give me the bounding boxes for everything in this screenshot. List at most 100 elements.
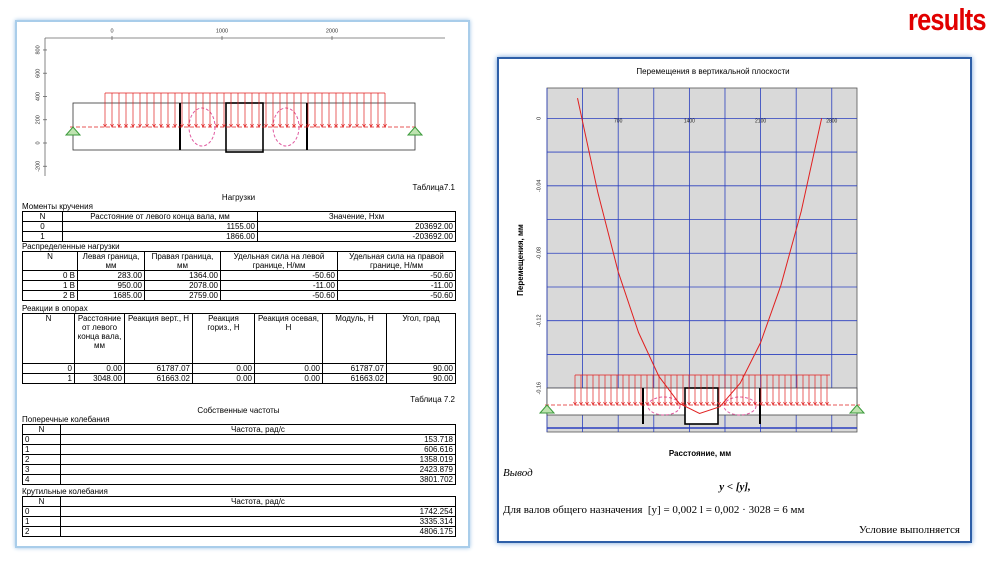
- cell: 1: [22, 231, 63, 242]
- cell: 1685.00: [77, 290, 145, 301]
- curve: [577, 98, 823, 414]
- cell: 90.00: [386, 363, 456, 374]
- arrow-head: [313, 123, 317, 128]
- cell: 2: [22, 526, 61, 537]
- row: 0 153.718: [22, 434, 456, 445]
- arrow-head: [651, 401, 655, 406]
- cell: 0: [22, 221, 63, 232]
- y-tick-label: 800: [35, 45, 41, 54]
- header-cell: Удельная сила на левой границе, Н/мм: [220, 251, 338, 271]
- cell: 2423.879: [60, 464, 456, 475]
- arrow-head: [825, 401, 829, 406]
- cell: 0: [22, 363, 75, 374]
- cell: 0: [22, 434, 61, 445]
- cell: 2 В: [22, 290, 78, 301]
- header-row: N Левая граница, мм Правая граница, мм Удел…: [22, 251, 456, 271]
- row: 1 3335.314: [22, 516, 456, 527]
- torque-symbol: [647, 396, 681, 416]
- x-tick-label: 0: [110, 28, 113, 34]
- x-tick-label: 1400: [684, 119, 695, 125]
- cell: 1866.00: [62, 231, 258, 242]
- x-tick-label: 2100: [755, 119, 766, 125]
- arrow-head: [383, 123, 387, 128]
- row: 0 0.00 61787.07 0.00 0.00 61787.07 90.00: [22, 363, 456, 374]
- header-cell: N: [22, 251, 78, 271]
- arrow-head: [257, 123, 261, 128]
- table: N Частота, рад/с 0 153.718 1 606.616 2 1358.019…: [22, 424, 456, 485]
- arrow-head: [362, 123, 366, 128]
- table-caption: Таблица7.1: [412, 183, 456, 192]
- x-tick-label: 2000: [326, 28, 338, 34]
- table-caption: Таблица 7.2: [410, 395, 455, 404]
- cell: 283.00: [77, 270, 145, 281]
- y-tick-label: -0.08: [536, 247, 542, 260]
- cell: 0 В: [22, 270, 78, 281]
- header-row: N Частота, рад/с: [22, 496, 456, 507]
- cell: 203692.00: [257, 221, 456, 232]
- shaft-collar: [225, 102, 264, 153]
- cell: 0: [22, 506, 61, 517]
- header-row: N Расстояние от левого конца вала, мм Реак…: [22, 313, 456, 364]
- arrow-head: [215, 123, 219, 128]
- arrow-head: [693, 401, 697, 406]
- arrow-head: [124, 123, 128, 128]
- y-tick-label: 400: [35, 92, 41, 101]
- arrow-head: [355, 123, 359, 128]
- arrow-head: [201, 123, 205, 128]
- arrow-head: [208, 123, 212, 128]
- support: [848, 404, 866, 414]
- arrow-head: [657, 401, 661, 406]
- y-tick-label: 600: [35, 69, 41, 78]
- cell: 3: [22, 464, 61, 475]
- header-cell: Реакция гориз., Н: [192, 313, 255, 364]
- arrow-head: [194, 123, 198, 128]
- row: 2 4806.175: [22, 526, 456, 537]
- arrow-head: [639, 401, 643, 406]
- cell: 606.616: [60, 444, 456, 455]
- y-tick-label: -0.04: [536, 180, 542, 193]
- arrow-head: [759, 401, 763, 406]
- arrow-head: [166, 123, 170, 128]
- result: Условие выполняется: [858, 524, 960, 536]
- row: 4 3801.702: [22, 474, 456, 485]
- table-title: Реакции в опорах: [22, 304, 88, 313]
- table: N Расстояние от левого конца вала, мм Знач…: [22, 211, 456, 242]
- arrow-head: [615, 401, 619, 406]
- row: 2 1358.019: [22, 454, 456, 465]
- support: [406, 126, 424, 136]
- arrow-head: [783, 401, 787, 406]
- arrow-head: [320, 123, 324, 128]
- arrow-head: [747, 401, 751, 406]
- row: 3 2423.879: [22, 464, 456, 475]
- arrow-head: [603, 401, 607, 406]
- arrow-head: [765, 401, 769, 406]
- arrow-head: [633, 401, 637, 406]
- support: [64, 126, 82, 136]
- arrow-head: [278, 123, 282, 128]
- cell: 4806.175: [60, 526, 456, 537]
- arrow-head: [271, 123, 275, 128]
- arrow-head: [103, 123, 107, 128]
- support: [538, 404, 556, 414]
- y-tick-label: 0: [35, 141, 41, 144]
- header-cell: Расстояние от левого конца вала, мм: [62, 211, 258, 222]
- arrow-head: [597, 401, 601, 406]
- arrow-head: [807, 401, 811, 406]
- arrow-head: [801, 401, 805, 406]
- row: 1 В 950.00 2078.00 -11.00 -11.00: [22, 280, 456, 291]
- header-cell: Угол, град: [386, 313, 456, 364]
- cell: 0.00: [74, 363, 125, 374]
- arrow-head: [663, 401, 667, 406]
- arrow-head: [609, 401, 613, 406]
- y-tick-label: -0.12: [536, 314, 542, 327]
- cell: -50.60: [337, 270, 456, 281]
- arrow-head: [306, 123, 310, 128]
- row: 2 В 1685.00 2759.00 -50.60 -50.60: [22, 290, 456, 301]
- arrow-head: [250, 123, 254, 128]
- arrow-head: [152, 123, 156, 128]
- cell: 3801.702: [60, 474, 456, 485]
- header-cell: Удельная сила на правой границе, Н/мм: [337, 251, 456, 271]
- table-block: Крутильные колебания N Частота, рад/с 0 1742…: [22, 488, 456, 537]
